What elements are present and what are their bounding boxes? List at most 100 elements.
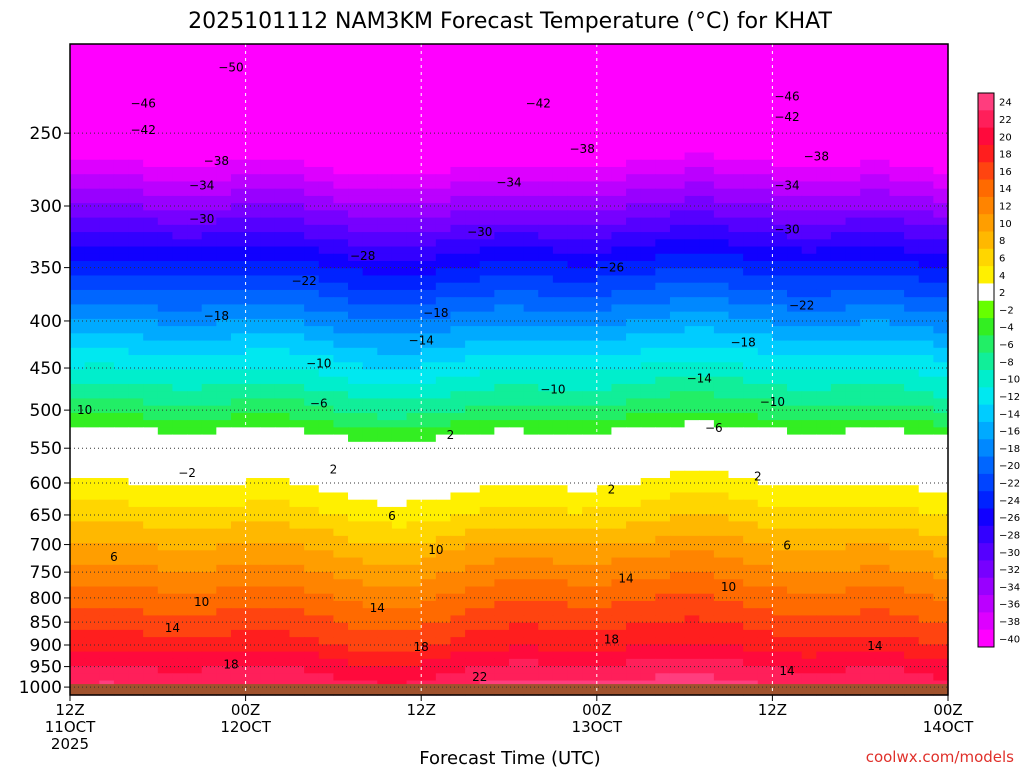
heatmap-cell xyxy=(523,391,539,400)
heatmap-cell xyxy=(128,333,144,342)
heatmap-cell xyxy=(933,138,949,146)
heatmap-cell xyxy=(289,87,305,96)
heatmap-cell xyxy=(260,174,276,183)
heatmap-cell xyxy=(699,101,715,110)
heatmap-cell xyxy=(435,58,452,67)
heatmap-cell xyxy=(187,87,203,96)
heatmap-cell xyxy=(933,398,949,407)
heatmap-cell xyxy=(933,261,949,269)
heatmap-cell xyxy=(318,347,334,356)
heatmap-cell xyxy=(274,340,291,349)
heatmap-cell xyxy=(684,622,700,631)
heatmap-cell xyxy=(274,557,291,566)
heatmap-cell xyxy=(289,268,305,277)
heatmap-cell xyxy=(245,72,261,81)
heatmap-cell xyxy=(830,268,847,277)
heatmap-cell xyxy=(801,355,817,363)
heatmap-cell xyxy=(582,622,598,631)
heatmap-cell xyxy=(113,80,130,88)
heatmap-cell xyxy=(669,44,686,52)
heatmap-cell xyxy=(713,463,730,472)
heatmap-cell xyxy=(509,557,525,566)
heatmap-cell xyxy=(84,246,100,255)
heatmap-cell xyxy=(640,521,656,530)
heatmap-cell xyxy=(801,232,817,240)
heatmap-cell xyxy=(611,145,627,154)
heatmap-cell xyxy=(816,232,832,240)
heatmap-cell xyxy=(289,232,305,240)
heatmap-cell xyxy=(889,188,905,197)
heatmap-cell xyxy=(157,44,174,52)
heatmap-cell xyxy=(216,44,232,52)
heatmap-cell xyxy=(772,572,788,580)
heatmap-cell xyxy=(84,644,100,653)
heatmap-cell xyxy=(874,318,891,327)
heatmap-cell xyxy=(757,217,773,226)
heatmap-cell xyxy=(84,586,100,595)
heatmap-cell xyxy=(406,159,422,168)
heatmap-cell xyxy=(128,166,144,175)
heatmap-cell xyxy=(552,224,569,233)
heatmap-cell xyxy=(99,492,115,501)
heatmap-cell xyxy=(801,600,817,609)
heatmap-cell xyxy=(494,94,510,103)
heatmap-cell xyxy=(626,80,642,88)
heatmap-cell xyxy=(289,514,305,522)
heatmap-cell xyxy=(816,297,832,305)
heatmap-cell xyxy=(201,217,217,226)
heatmap-cell xyxy=(421,593,437,602)
heatmap-cell xyxy=(304,138,320,146)
heatmap-cell xyxy=(435,622,452,631)
heatmap-cell xyxy=(889,94,905,103)
heatmap-cell xyxy=(143,217,159,226)
heatmap-cell xyxy=(874,152,891,161)
heatmap-cell xyxy=(874,123,891,132)
heatmap-cell xyxy=(684,311,700,320)
heatmap-cell xyxy=(830,340,847,349)
heatmap-cell xyxy=(465,181,481,190)
heatmap-cell xyxy=(143,492,159,501)
heatmap-cell xyxy=(933,347,949,356)
heatmap-cell xyxy=(245,398,261,407)
heatmap-cell xyxy=(274,116,291,125)
heatmap-cell xyxy=(845,579,861,588)
heatmap-cell xyxy=(743,239,759,248)
heatmap-cell xyxy=(757,383,773,392)
heatmap-cell xyxy=(684,87,700,96)
heatmap-cell xyxy=(582,138,598,146)
heatmap-cell xyxy=(245,174,261,183)
heatmap-cell xyxy=(377,615,393,624)
heatmap-cell xyxy=(377,391,393,400)
heatmap-cell xyxy=(187,116,203,125)
heatmap-cell xyxy=(787,637,803,645)
heatmap-cell xyxy=(845,535,861,544)
heatmap-cell xyxy=(201,253,217,262)
heatmap-cell xyxy=(435,362,452,371)
heatmap-cell xyxy=(84,101,100,110)
heatmap-cell xyxy=(435,44,452,52)
heatmap-cell xyxy=(933,203,949,211)
heatmap-cell xyxy=(845,333,861,342)
heatmap-cell xyxy=(669,420,686,428)
heatmap-cell xyxy=(494,528,510,537)
heatmap-cell xyxy=(567,217,583,226)
heatmap-cell xyxy=(479,289,495,298)
heatmap-cell xyxy=(84,145,100,154)
heatmap-cell xyxy=(830,499,847,508)
heatmap-cell xyxy=(318,470,334,479)
heatmap-cell xyxy=(830,311,847,320)
heatmap-cell xyxy=(128,629,144,638)
heatmap-cell xyxy=(830,253,847,262)
heatmap-cell xyxy=(70,65,86,74)
heatmap-cell xyxy=(889,637,905,645)
heatmap-cell xyxy=(640,369,656,378)
heatmap-cell xyxy=(611,398,627,407)
heatmap-cell xyxy=(626,326,642,334)
heatmap-cell xyxy=(728,412,744,421)
heatmap-cell xyxy=(245,289,261,298)
heatmap-cell xyxy=(362,203,378,211)
heatmap-cell xyxy=(757,391,773,400)
heatmap-cell xyxy=(465,340,481,349)
heatmap-cell xyxy=(84,239,100,248)
heatmap-cell xyxy=(260,246,276,255)
